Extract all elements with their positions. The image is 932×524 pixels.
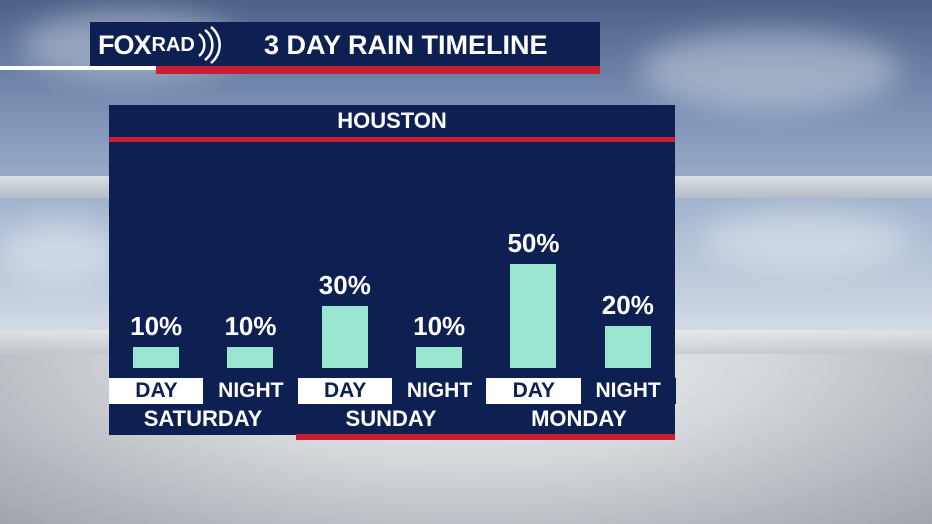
background-cloud (700, 210, 910, 270)
day-label-saturday: SATURDAY (143, 406, 263, 431)
period-label-1: NIGHT (203, 378, 299, 404)
day-label-monday: MONDAY (531, 406, 627, 431)
header-bar (90, 22, 600, 68)
bar-0 (133, 347, 180, 368)
radar-waves-icon (198, 26, 221, 64)
period-label-0: DAY (109, 378, 204, 404)
background-cloud (0, 220, 120, 280)
bar-value-label-2: 30% (318, 269, 371, 300)
bar-value-label-3: 10% (413, 311, 466, 342)
bar-value-label-5: 20% (601, 290, 654, 321)
bottom-red-accent (296, 434, 675, 440)
logo-rad-text: RAD (151, 33, 195, 56)
page-title: 3 DAY RAIN TIMELINE (264, 30, 548, 60)
period-label-5: NIGHT (580, 378, 676, 404)
bar-value-label-0: 10% (130, 311, 183, 342)
foxrad-logo: FOX RAD (98, 26, 225, 64)
period-label-3: NIGHT (391, 378, 487, 404)
bar-3 (416, 347, 463, 368)
city-label: HOUSTON (337, 108, 447, 133)
bar-value-label-4: 50% (507, 228, 560, 258)
day-label-sunday: SUNDAY (345, 406, 437, 431)
bar-4 (510, 264, 557, 368)
header-red-accent (156, 66, 600, 74)
bar-1 (227, 347, 274, 368)
city-underline (109, 137, 675, 142)
header-white-accent (0, 66, 156, 70)
logo-fox-text: FOX (98, 29, 152, 60)
bar-5 (604, 326, 651, 368)
bar-value-label-1: 10% (224, 311, 277, 342)
period-label-2: DAY (297, 378, 393, 404)
period-row: DAY NIGHT DAY NIGHT DAY NIGHT (109, 378, 676, 404)
period-label-4: DAY (486, 378, 582, 404)
background-cloud (640, 30, 900, 110)
bar-2 (321, 305, 368, 368)
